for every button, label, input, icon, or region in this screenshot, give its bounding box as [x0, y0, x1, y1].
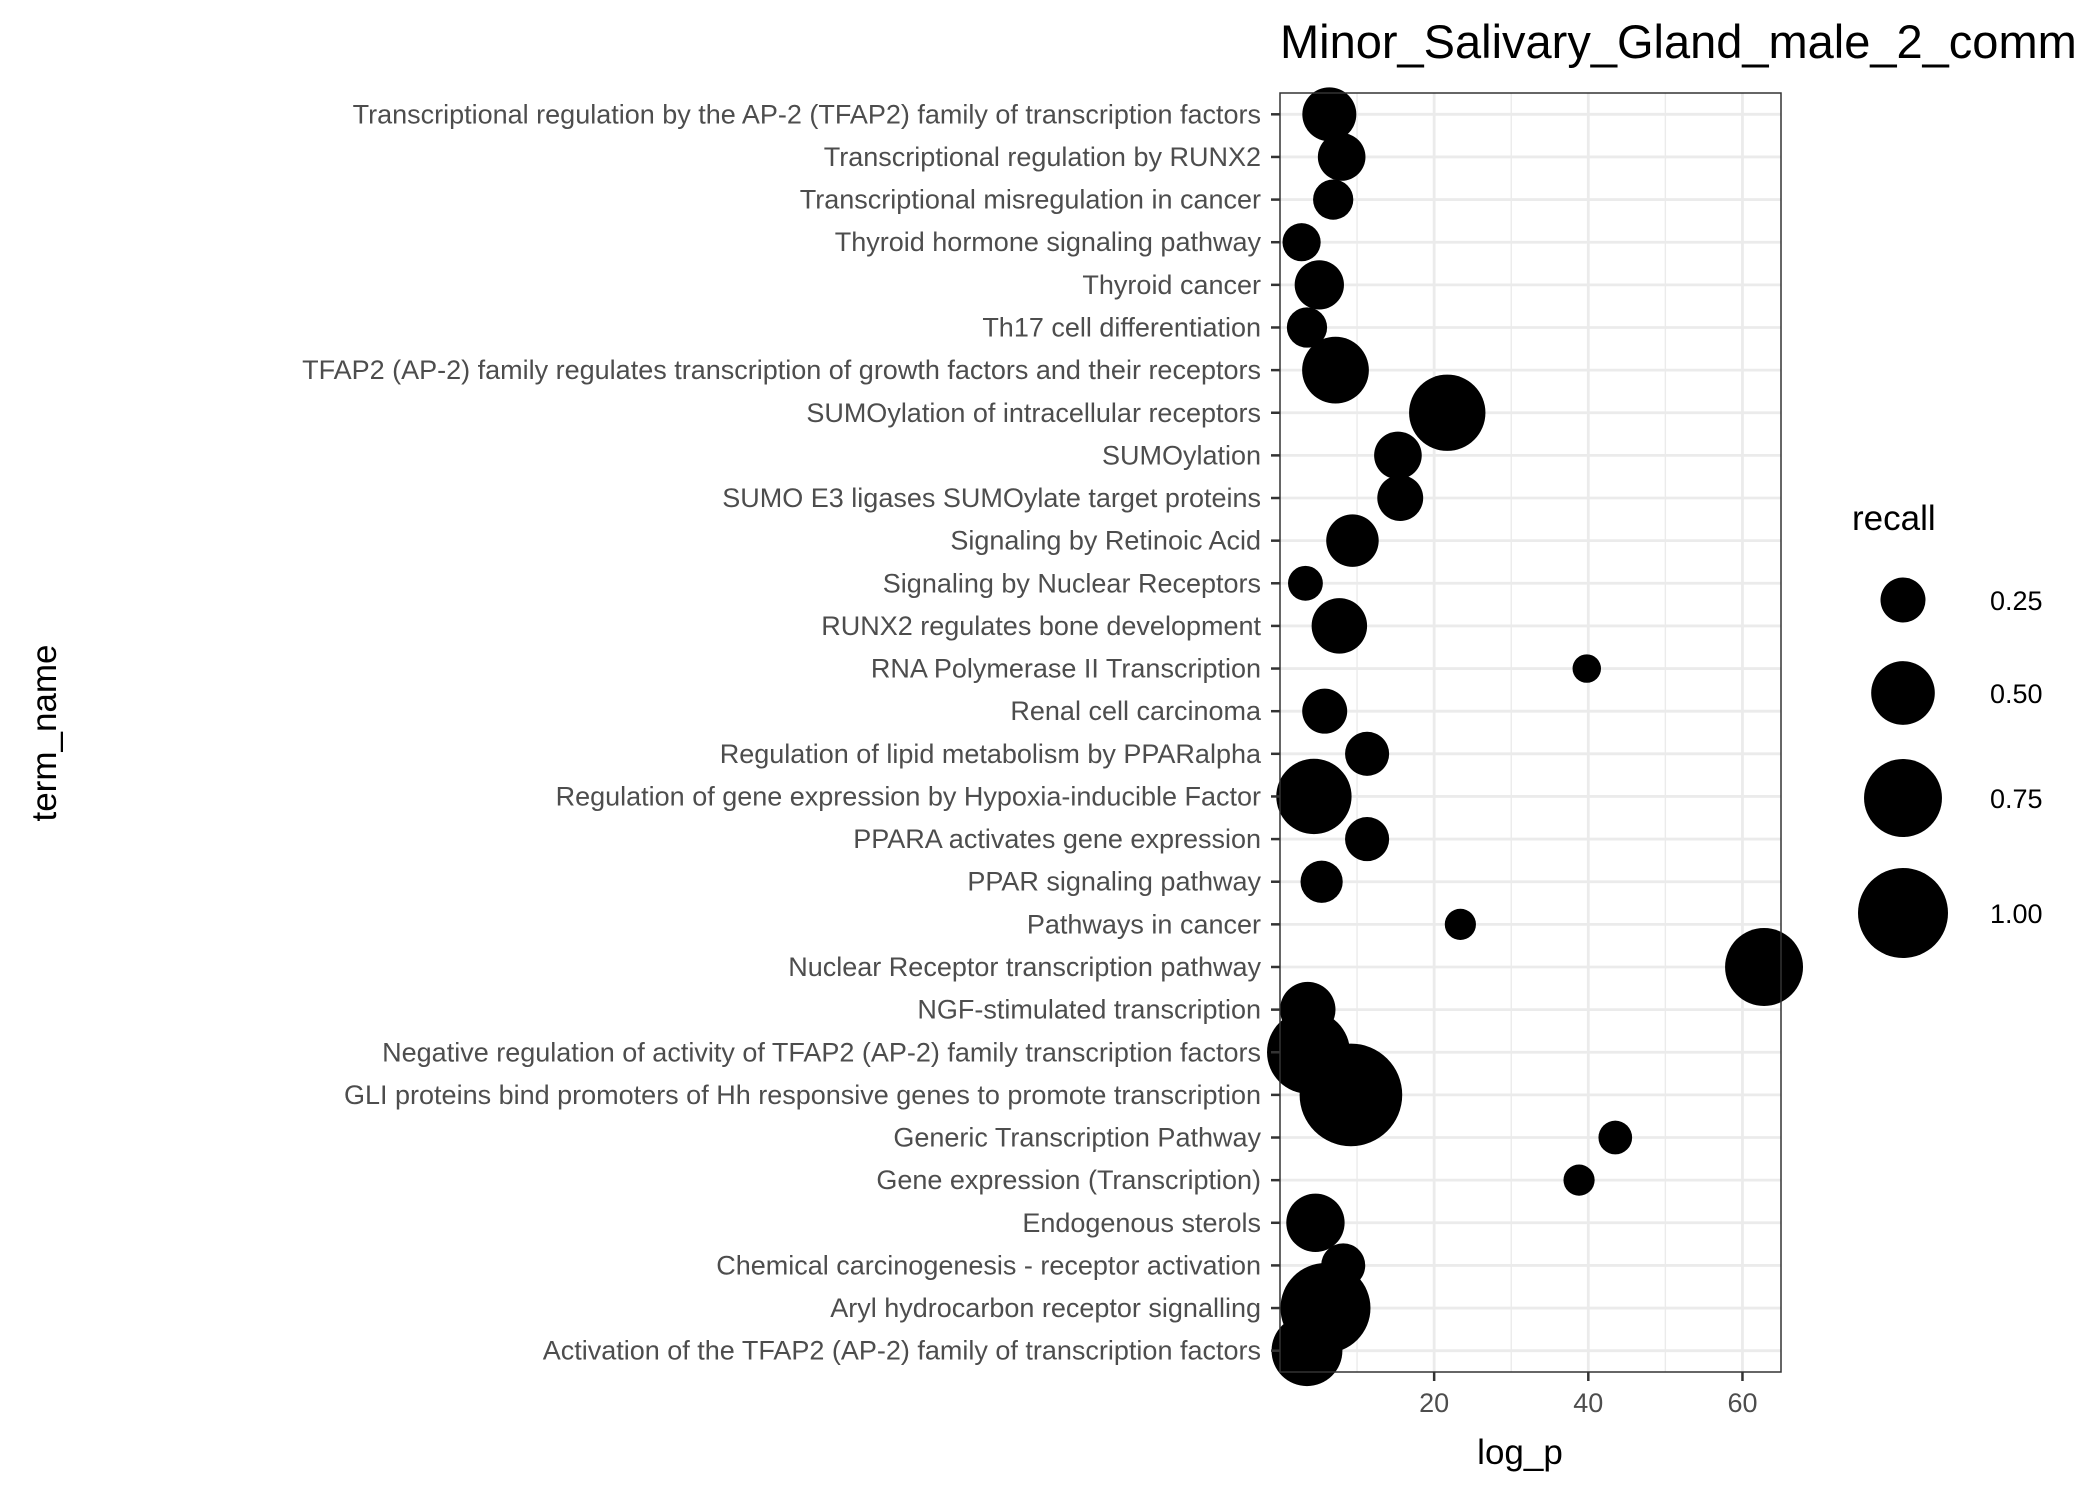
- legend-label: 0.50: [1990, 679, 2043, 709]
- data-point: [1286, 307, 1328, 348]
- y-tick-label: Negative regulation of activity of TFAP2…: [382, 1037, 1261, 1067]
- plot-border: [1279, 92, 1782, 1373]
- y-tick-label: Thyroid hormone signaling pathway: [835, 227, 1262, 257]
- y-tick-label: Aryl hydrocarbon receptor signalling: [830, 1293, 1261, 1323]
- grid-lines: [1280, 93, 1781, 1372]
- y-tick-label: GLI proteins bind promoters of Hh respon…: [344, 1080, 1261, 1110]
- legend-label: 1.00: [1990, 899, 2043, 929]
- legend-title: recall: [1852, 499, 1936, 538]
- y-tick-label: SUMO E3 ligases SUMOylate target protein…: [722, 483, 1261, 513]
- data-point: [1300, 860, 1343, 903]
- legend-label: 0.25: [1990, 586, 2043, 616]
- y-tick-label: Thyroid cancer: [1082, 270, 1261, 300]
- data-point: [1374, 431, 1422, 480]
- legend-key: [1864, 759, 1942, 837]
- y-tick-label: Gene expression (Transcription): [876, 1165, 1261, 1195]
- x-tick-label: 60: [1727, 1388, 1757, 1418]
- y-tick-label: RUNX2 regulates bone development: [821, 611, 1261, 641]
- y-tick-label: Transcriptional regulation by RUNX2: [824, 142, 1261, 172]
- y-tick-label: Regulation of lipid metabolism by PPARal…: [720, 739, 1262, 769]
- y-tick-label: Th17 cell differentiation: [982, 312, 1261, 342]
- y-tick-label: Nuclear Receptor transcription pathway: [788, 952, 1261, 982]
- y-tick-label: Signaling by Retinoic Acid: [950, 526, 1261, 556]
- y-tick-label: Renal cell carcinoma: [1010, 696, 1262, 726]
- y-axis-title: term_name: [25, 644, 64, 821]
- y-tick-label: Transcriptional regulation by the AP-2 (…: [353, 99, 1261, 129]
- x-tick-label: 20: [1419, 1388, 1449, 1418]
- data-point: [1276, 758, 1352, 835]
- y-tick-label: Endogenous sterols: [1022, 1208, 1261, 1238]
- data-point: [1377, 475, 1424, 521]
- y-tick-label: Generic Transcription Pathway: [893, 1123, 1261, 1153]
- data-point: [1288, 565, 1323, 601]
- data-point: [1326, 514, 1379, 567]
- y-tick-label: Chemical carcinogenesis - receptor activ…: [716, 1250, 1261, 1280]
- y-tick-label: Regulation of gene expression by Hypoxia…: [556, 781, 1261, 811]
- data-point: [1345, 731, 1390, 776]
- data-point: [1725, 928, 1804, 1006]
- legend-key: [1858, 868, 1948, 958]
- data-point: [1286, 1193, 1345, 1252]
- data-point: [1313, 179, 1354, 220]
- data-point: [1302, 87, 1357, 142]
- data-point: [1345, 817, 1390, 862]
- y-tick-label: Pathways in cancer: [1027, 909, 1261, 939]
- data-point: [1311, 598, 1368, 654]
- x-axis-title: log_p: [1477, 1433, 1563, 1472]
- y-axis: Transcriptional regulation by the AP-2 (…: [302, 99, 1280, 1366]
- chart-title: Minor_Salivary_Gland_male_2_comm: [1280, 15, 2077, 68]
- legend-label: 0.75: [1990, 784, 2043, 814]
- legend-key: [1871, 661, 1935, 725]
- panel-border-rect: [1279, 92, 1782, 1373]
- data-point: [1598, 1120, 1633, 1155]
- data-point: [1294, 260, 1344, 310]
- data-point: [1409, 374, 1486, 451]
- data-point: [1572, 654, 1601, 683]
- data-point: [1299, 1043, 1403, 1147]
- y-tick-label: PPAR signaling pathway: [967, 867, 1261, 897]
- y-tick-label: SUMOylation of intracellular receptors: [806, 398, 1261, 428]
- y-tick-label: PPARA activates gene expression: [853, 824, 1261, 854]
- y-tick-label: TFAP2 (AP-2) family regulates transcript…: [302, 355, 1261, 385]
- data-point: [1444, 908, 1476, 940]
- y-tick-label: Activation of the TFAP2 (AP-2) family of…: [543, 1336, 1261, 1366]
- x-tick-label: 40: [1573, 1388, 1603, 1418]
- y-tick-label: RNA Polymerase II Transcription: [871, 654, 1261, 684]
- y-tick-label: Transcriptional misregulation in cancer: [800, 185, 1261, 215]
- x-axis: 20 40 60: [1419, 1372, 1757, 1418]
- data-point: [1271, 1315, 1343, 1387]
- y-tick-label: Signaling by Nuclear Receptors: [883, 568, 1261, 598]
- size-legend: recall 0.25 0.50 0.75 1.00: [1852, 499, 2043, 958]
- y-tick-label: NGF-stimulated transcription: [917, 995, 1261, 1025]
- data-points: [1267, 87, 1804, 1387]
- data-point: [1302, 336, 1369, 404]
- data-point: [1317, 133, 1366, 181]
- legend-key: [1880, 577, 1926, 623]
- data-point: [1563, 1164, 1595, 1196]
- data-point: [1302, 688, 1348, 734]
- y-tick-label: SUMOylation: [1102, 440, 1261, 470]
- data-point: [1282, 223, 1321, 262]
